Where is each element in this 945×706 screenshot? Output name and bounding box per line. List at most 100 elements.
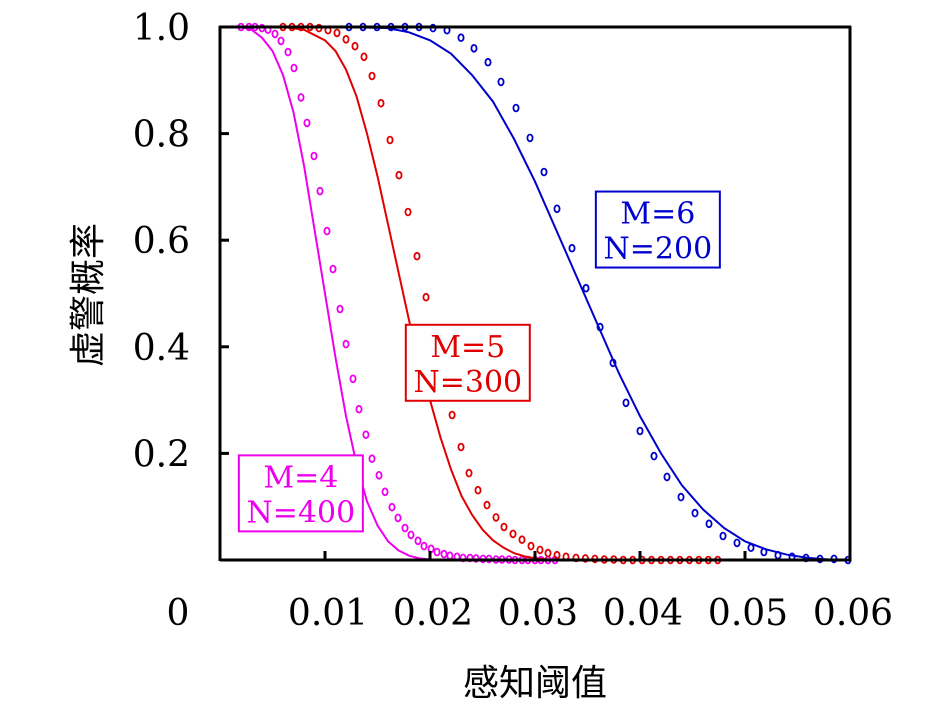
data-point: [609, 358, 617, 368]
data-point: [526, 133, 534, 143]
data-point: [568, 243, 576, 253]
series-annotation: M=5N=300: [404, 323, 531, 402]
data-point: [500, 522, 508, 532]
data-point: [440, 549, 448, 559]
data-point: [472, 554, 480, 563]
data-point: [544, 548, 552, 558]
ticks-layer: 0 0.01 0.02 0.03 0.04 0.05 0.06 0.2 0.4 0.6 0.8 1.0: [133, 8, 893, 634]
data-point: [650, 451, 658, 461]
data-point: [518, 535, 526, 544]
series-line: [345, 26, 851, 561]
data-point: [362, 430, 370, 440]
data-point: [512, 103, 520, 113]
data-point: [407, 530, 415, 540]
data-point: [394, 513, 402, 523]
data-point: [414, 536, 422, 546]
data-point: [484, 57, 492, 67]
x-tick-label: 0: [167, 593, 190, 634]
data-point: [536, 545, 544, 555]
data-point: [303, 118, 311, 128]
data-point: [277, 36, 285, 46]
data-point: [336, 304, 344, 314]
series-line: [240, 26, 556, 561]
data-point: [404, 207, 412, 217]
x-axis-title: 感知阈值: [463, 663, 607, 704]
data-point: [457, 442, 465, 452]
annotation-box: [404, 323, 531, 402]
data-point: [377, 98, 385, 108]
data-point: [663, 472, 671, 482]
annotation-box: [237, 454, 364, 533]
y-axis-title: 虚警概率: [68, 223, 109, 367]
annotation-m: M=4: [263, 460, 338, 495]
data-point: [342, 34, 350, 44]
data-point: [553, 204, 561, 214]
data-point: [691, 508, 699, 518]
series-annotation: M=6N=200: [594, 190, 721, 269]
data-point: [527, 541, 535, 551]
data-point: [497, 77, 505, 87]
data-point: [540, 167, 548, 177]
data-point: [422, 292, 430, 302]
data-point: [474, 485, 482, 495]
data-point: [290, 63, 298, 73]
data-point: [368, 454, 376, 464]
y-tick-label: 0.4: [133, 328, 190, 369]
data-point: [733, 538, 741, 548]
y-tick-label: 0.2: [133, 434, 190, 475]
data-point: [355, 404, 363, 414]
data-point: [310, 151, 318, 161]
data-point: [349, 374, 357, 384]
annotation-box: [594, 190, 721, 269]
data-point: [386, 135, 394, 145]
data-point: [705, 519, 713, 529]
annotation-n: N=400: [247, 495, 356, 530]
x-tick-label: 0.04: [603, 593, 683, 634]
annotation-m: M=6: [620, 197, 695, 232]
data-point: [448, 410, 456, 420]
data-point: [329, 264, 337, 274]
data-point: [747, 543, 755, 552]
data-point: [375, 470, 383, 480]
data-point: [596, 322, 604, 332]
data-point: [483, 500, 491, 510]
data-point: [470, 43, 478, 53]
data-point: [492, 513, 500, 522]
y-tick-label: 0.6: [133, 221, 190, 262]
data-point: [388, 502, 396, 512]
data-point: [677, 492, 685, 502]
data-point: [395, 170, 403, 180]
annotation-n: N=200: [604, 232, 713, 267]
data-point: [323, 226, 331, 236]
series-annotation: M=4N=400: [237, 454, 364, 533]
data-point: [581, 554, 589, 563]
x-tick-label: 0.01: [288, 593, 368, 634]
data-point: [360, 52, 368, 62]
data-point: [333, 28, 341, 38]
series-3: [345, 22, 852, 565]
data-point: [509, 529, 517, 539]
data-point: [316, 186, 324, 196]
data-point: [351, 41, 359, 51]
data-point: [760, 547, 768, 557]
annotation-m: M=5: [430, 330, 505, 365]
annotation-n: N=300: [413, 365, 522, 400]
data-point: [297, 93, 305, 102]
data-point: [368, 71, 376, 81]
y-tick-label: 0.8: [133, 115, 190, 156]
data-point: [465, 468, 473, 478]
data-point: [271, 29, 279, 39]
y-tick-label: 1.0: [133, 8, 190, 49]
x-tick-label: 0.06: [813, 593, 893, 634]
x-tick-label: 0.05: [708, 593, 788, 634]
data-point: [446, 551, 454, 560]
data-point: [719, 531, 727, 541]
data-point: [433, 547, 441, 557]
data-point: [622, 398, 630, 408]
data-point: [381, 487, 389, 497]
data-point: [582, 283, 590, 293]
x-tick-label: 0.03: [498, 593, 578, 634]
data-point: [413, 251, 421, 261]
data-point: [342, 339, 350, 349]
